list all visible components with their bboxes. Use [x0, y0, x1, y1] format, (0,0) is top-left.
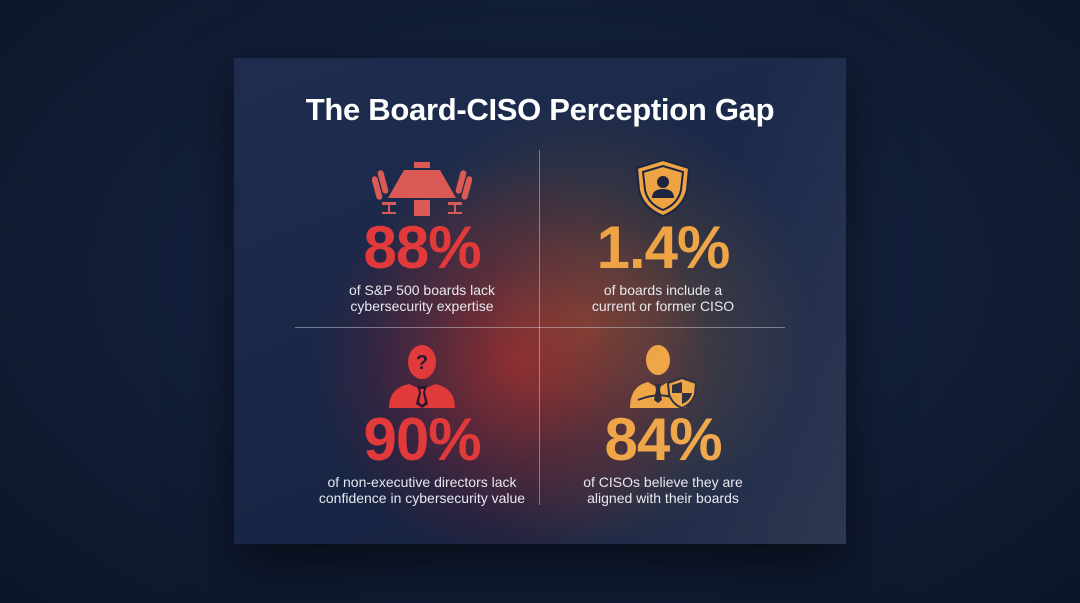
- caption-line: confidence in cybersecurity value: [318, 490, 526, 506]
- stat-cisos-believe-aligned: 84% of CISOs believe they are aligned wi…: [543, 344, 783, 506]
- caption-line: of non-executive directors lack: [327, 474, 517, 490]
- stat-boards-include-ciso: 1.4% of boards include a current or form…: [543, 158, 783, 314]
- person-question-icon: ?: [389, 345, 455, 408]
- infographic-card: The Board-CISO Perception Gap 88% of S&P…: [234, 58, 846, 544]
- stat-caption: of S&P 500 boards lack cybersecurity exp…: [302, 282, 542, 314]
- vertical-divider: [539, 150, 540, 505]
- person-shield-icon: [630, 345, 698, 410]
- stat-caption: of CISOs believe they are aligned with t…: [543, 474, 783, 506]
- stat-value: 1.4%: [596, 214, 731, 281]
- stat-caption: of boards include a current or former CI…: [543, 282, 783, 314]
- caption-line: aligned with their boards: [587, 490, 739, 506]
- stat-value: 90%: [363, 406, 481, 473]
- caption-line: cybersecurity expertise: [350, 298, 494, 314]
- stat-caption: of non-executive directors lack confiden…: [302, 474, 542, 506]
- stat-value: 84%: [604, 406, 722, 473]
- stat-boards-lack-expertise: 88% of S&P 500 boards lack cybersecurity…: [302, 162, 542, 314]
- caption-line: of S&P 500 boards lack: [348, 282, 496, 298]
- stat-directors-lack-confidence: ? 90% of non-executive directors lack co…: [302, 344, 542, 506]
- shield-user-icon: [635, 158, 691, 218]
- horizontal-divider: [295, 327, 785, 328]
- boardroom-table-icon: [372, 162, 472, 216]
- stat-value: 88%: [363, 214, 481, 281]
- caption-line: of CISOs believe they are: [583, 474, 743, 490]
- caption-line: current or former CISO: [591, 298, 735, 314]
- caption-line: of boards include a: [603, 282, 723, 298]
- page-title: The Board-CISO Perception Gap: [305, 92, 775, 127]
- svg-text:?: ?: [416, 352, 428, 374]
